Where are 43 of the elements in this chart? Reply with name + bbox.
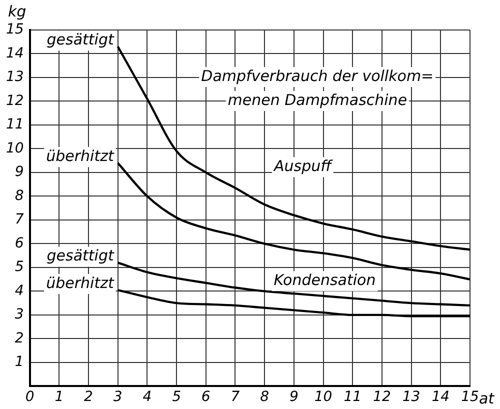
x-tick-label: 9 — [289, 389, 298, 406]
x-tick-label: 10 — [314, 389, 332, 406]
y-axis-title: kg — [8, 2, 26, 20]
x-tick-label: 4 — [142, 389, 152, 406]
y-tick-label: 4 — [14, 282, 24, 299]
y-tick-label: 3 — [14, 306, 24, 323]
y-tick-label: 14 — [6, 45, 24, 62]
series-label: gesättigt — [46, 246, 115, 265]
y-tick-label: 6 — [14, 235, 24, 252]
x-axis-title: at — [479, 390, 496, 408]
y-tick-label: 13 — [6, 69, 24, 86]
text: Dampfverbrauch der vollkom= menen Dampfmaschine — [201, 66, 434, 109]
annotation: Kondensation — [274, 271, 376, 290]
y-tick-label: 15 — [6, 22, 24, 38]
x-tick-label: 0 — [25, 389, 34, 406]
y-tick-label: 7 — [14, 212, 24, 228]
line-series — [116, 46, 470, 251]
annotation: Auspuff — [273, 157, 334, 176]
y-tick-label: 9 — [14, 164, 24, 180]
series-label: überhitzt — [46, 146, 115, 165]
x-tick-label: 11 — [344, 389, 362, 406]
y-tick-label: 10 — [6, 140, 24, 156]
x-tick-label: 6 — [201, 389, 210, 406]
x-tick-label: 8 — [260, 389, 270, 406]
x-tick-label: 15 — [461, 389, 479, 406]
y-tick-label: 8 — [14, 188, 24, 204]
series-label: gesättigt — [46, 30, 115, 49]
y-tick-label: 11 — [6, 116, 24, 133]
x-tick-label: 12 — [373, 389, 391, 406]
x-tick-label: 2 — [84, 389, 94, 406]
y-tick-label: 1 — [14, 354, 24, 370]
y-tick-label: 2 — [14, 330, 24, 346]
line-series — [116, 288, 470, 318]
line-series — [116, 262, 470, 307]
y-tick-label: 5 — [14, 259, 24, 276]
x-tick-label: 1 — [54, 389, 64, 406]
x-tick-label: 7 — [230, 389, 240, 406]
x-tick-label: 3 — [113, 389, 122, 406]
y-tick-label: 12 — [6, 92, 24, 109]
x-tick-label: 13 — [402, 389, 420, 406]
series-label: überhitzt — [46, 274, 115, 292]
x-tick-label: 5 — [172, 389, 182, 406]
x-tick-label: 14 — [432, 389, 450, 406]
